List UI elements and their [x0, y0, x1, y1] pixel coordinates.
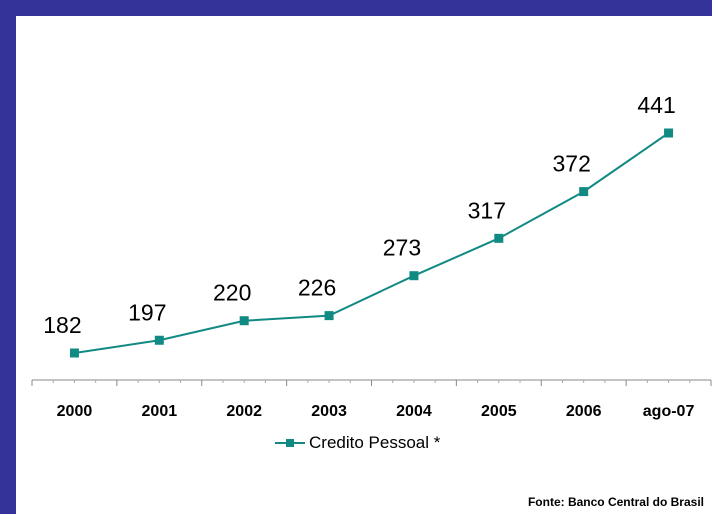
- data-point-marker: [239, 316, 249, 326]
- data-label: 273: [383, 235, 421, 261]
- legend-swatch: [275, 436, 305, 450]
- data-point-marker: [494, 233, 504, 243]
- x-tick-label: ago-07: [643, 403, 695, 420]
- data-point-marker: [579, 187, 589, 197]
- data-label: 317: [468, 197, 506, 223]
- legend: Credito Pessoal *: [275, 433, 440, 453]
- data-point-marker: [664, 128, 674, 138]
- data-point-marker: [324, 311, 334, 321]
- data-point-marker: [69, 348, 79, 358]
- legend-series-label: Credito Pessoal *: [309, 433, 441, 452]
- data-point-marker: [409, 271, 419, 281]
- x-tick-label: 2001: [142, 403, 178, 420]
- data-label: 226: [298, 275, 336, 301]
- source-note: Fonte: Banco Central do Brasil: [527, 495, 704, 509]
- x-tick-label: 2004: [396, 403, 432, 420]
- chart-frame: [16, 16, 712, 514]
- data-label: 441: [637, 92, 675, 118]
- data-label: 372: [553, 151, 591, 177]
- series-line: [74, 132, 670, 354]
- x-tick-label: 2000: [57, 403, 93, 420]
- x-tick-label: 2005: [481, 403, 517, 420]
- data-label: 220: [213, 280, 251, 306]
- data-label: 182: [43, 312, 81, 338]
- data-label: 197: [128, 299, 166, 325]
- data-point-marker: [154, 335, 164, 345]
- x-tick-label: 2002: [226, 403, 262, 420]
- x-tick-label: 2003: [311, 403, 347, 420]
- x-tick-label: 2006: [566, 403, 602, 420]
